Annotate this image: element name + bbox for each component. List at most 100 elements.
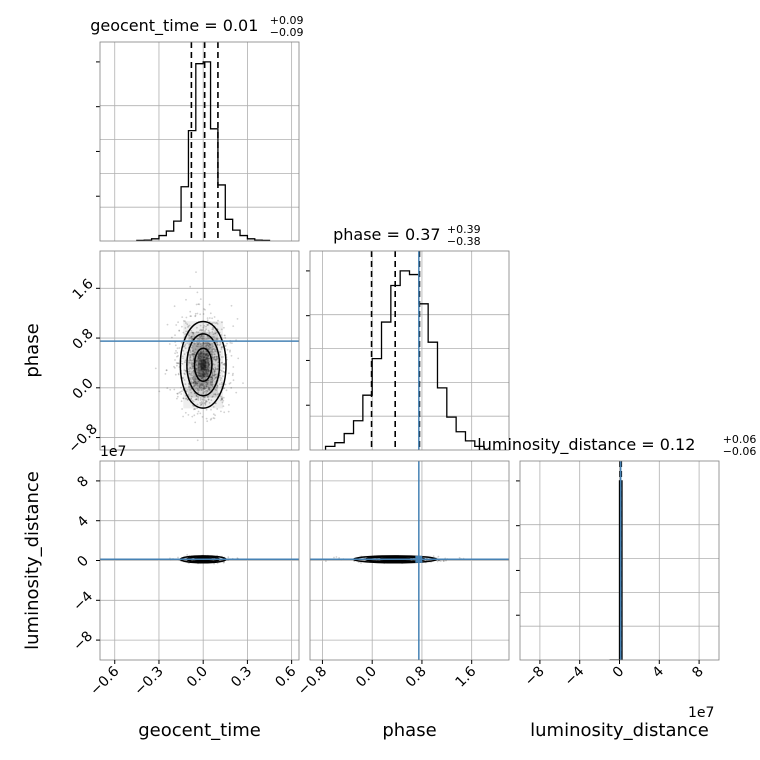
- sample-point: [213, 358, 216, 361]
- sample-point: [242, 382, 244, 384]
- sample-point: [189, 366, 192, 369]
- sample-point: [199, 399, 202, 401]
- sample-point: [193, 392, 196, 395]
- sample-point: [206, 344, 209, 347]
- panel-title-sub: −0.38: [447, 235, 481, 248]
- sample-point: [199, 387, 202, 390]
- sample-point: [212, 328, 215, 331]
- sample-point: [209, 380, 212, 383]
- sample-point: [196, 357, 199, 360]
- sample-point: [215, 376, 218, 379]
- sample-point: [206, 354, 208, 356]
- sample-point: [207, 360, 210, 362]
- sample-point: [195, 331, 198, 333]
- sample-point: [201, 416, 204, 418]
- sample-point: [191, 331, 194, 334]
- sample-point: [215, 359, 218, 361]
- sample-point: [185, 322, 187, 324]
- sample-point: [194, 384, 196, 387]
- sample-point: [202, 367, 204, 370]
- sample-point: [205, 360, 207, 363]
- sample-point: [196, 341, 199, 344]
- sample-point: [203, 356, 205, 359]
- sample-point: [195, 395, 198, 397]
- sample-point: [214, 393, 217, 395]
- sample-point: [202, 392, 205, 394]
- sample-point: [176, 362, 179, 365]
- sample-point: [203, 356, 206, 359]
- sample-point: [217, 367, 219, 370]
- sample-point: [197, 342, 200, 344]
- sample-point: [216, 408, 219, 410]
- sample-point: [214, 332, 217, 334]
- sample-point: [199, 364, 202, 367]
- sample-point: [203, 387, 206, 390]
- sample-point: [214, 332, 217, 335]
- sample-point: [191, 399, 194, 402]
- sample-point: [191, 365, 194, 368]
- sample-point: [210, 350, 213, 353]
- panel-phase-phase: phase = 0.37 +0.39−0.38: [306, 223, 510, 451]
- sample-point: [192, 408, 195, 411]
- sample-point: [196, 312, 199, 315]
- contour: [193, 347, 213, 383]
- sample-point: [216, 344, 219, 346]
- sample-point: [191, 364, 194, 366]
- sample-point: [207, 386, 210, 389]
- sample-point: [180, 362, 183, 365]
- sample-point: [181, 376, 184, 379]
- sample-point: [201, 367, 203, 370]
- sample-point: [196, 388, 199, 391]
- sample-point: [213, 321, 215, 324]
- sample-point: [208, 387, 211, 389]
- sample-point: [224, 334, 226, 337]
- sample-point: [201, 362, 204, 365]
- sample-point: [205, 353, 208, 355]
- sample-point: [191, 365, 194, 368]
- sample-point: [176, 364, 178, 367]
- sample-point: [180, 400, 183, 403]
- sample-point: [199, 345, 202, 348]
- sample-point: [210, 378, 213, 381]
- sample-point: [204, 362, 206, 365]
- sample-point: [177, 362, 180, 365]
- sample-point: [201, 337, 204, 339]
- sample-point: [194, 364, 197, 367]
- sample-point: [237, 357, 240, 360]
- sample-point: [193, 407, 196, 410]
- sample-point: [195, 303, 198, 306]
- sample-point: [201, 335, 204, 338]
- sample-point: [198, 356, 200, 359]
- sample-point: [212, 395, 214, 398]
- panel-title-text: phase = 0.37: [333, 225, 440, 244]
- sample-point: [201, 334, 203, 337]
- sample-point: [201, 383, 204, 386]
- sample-point: [191, 331, 194, 334]
- sample-point: [213, 372, 216, 374]
- sample-point: [184, 387, 187, 390]
- sample-point: [177, 556, 179, 559]
- sample-point: [213, 393, 215, 396]
- sample-point: [210, 376, 213, 378]
- sample-point: [216, 323, 219, 325]
- sample-point: [189, 362, 191, 364]
- sample-point: [196, 371, 198, 374]
- sample-point: [191, 352, 194, 355]
- sample-point: [191, 376, 193, 379]
- sample-point: [199, 352, 201, 354]
- sample-point: [208, 363, 211, 366]
- sample-point: [214, 358, 217, 361]
- x-axis-label: phase: [382, 720, 436, 741]
- x-tick-label: 0.8: [403, 664, 430, 691]
- sample-point: [192, 359, 194, 362]
- sample-point: [202, 372, 205, 374]
- sample-point: [207, 362, 210, 365]
- sample-point: [197, 303, 200, 306]
- sample-point: [200, 337, 203, 340]
- sample-point: [198, 335, 201, 337]
- x-tick-label: 4: [650, 663, 668, 681]
- sample-point: [184, 383, 187, 386]
- sample-point: [196, 382, 199, 385]
- sample-point: [208, 362, 210, 365]
- sample-point: [203, 386, 206, 388]
